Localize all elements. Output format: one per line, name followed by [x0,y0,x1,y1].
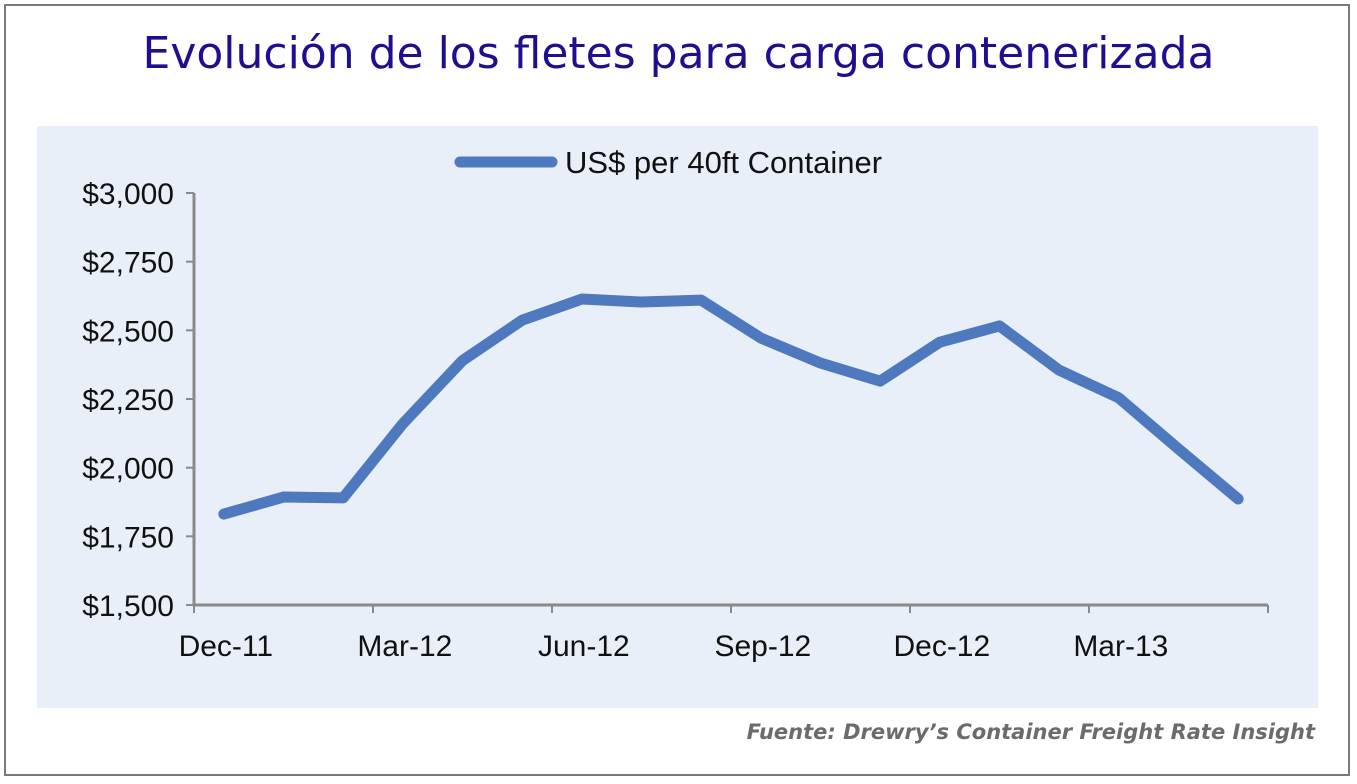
y-tick-label: $1,750 [82,521,174,554]
y-tick-label: $3,000 [82,178,174,211]
chart-frame [4,4,1350,776]
x-tick-label: Sep-12 [714,630,811,663]
y-tick-label: $2,000 [82,453,174,486]
x-tick-label: Mar-12 [357,630,452,663]
x-tick-label: Mar-13 [1073,630,1168,663]
series-line [218,293,1244,520]
source-note: Fuente: Drewry’s Container Freight Rate … [746,720,1315,744]
x-tick-label: Dec-12 [893,630,990,663]
y-tick-label: $2,250 [82,384,174,417]
chart-title: Evolución de los fletes para carga conte… [142,28,1215,79]
legend-label: US$ per 40ft Container [565,145,882,180]
x-tick-label: Jun-12 [538,630,630,663]
plot-panel [37,126,1318,708]
y-tick-label: $2,750 [82,247,174,280]
y-tick-label: $2,500 [82,315,174,348]
y-tick-label: $1,500 [82,590,174,623]
x-tick-label: Dec-11 [179,630,273,663]
